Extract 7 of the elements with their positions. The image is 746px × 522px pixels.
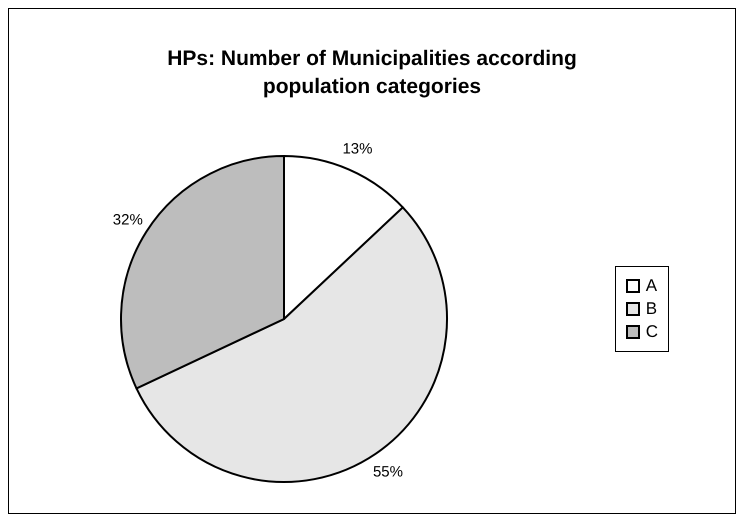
- data-label: 55%: [372, 464, 403, 481]
- data-label: 13%: [342, 140, 372, 158]
- legend-label: C: [646, 322, 658, 342]
- legend-label: B: [646, 299, 658, 319]
- chart-title: HPs: Number of Municipalities according population categories: [166, 46, 578, 100]
- legend-label: A: [646, 276, 658, 296]
- data-label: 32%: [112, 211, 143, 228]
